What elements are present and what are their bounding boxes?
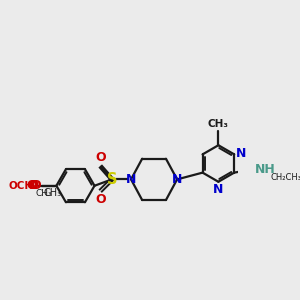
- Text: CH₃: CH₃: [208, 118, 229, 129]
- Text: S: S: [107, 172, 117, 187]
- Text: CH₃: CH₃: [36, 189, 52, 198]
- Text: NH: NH: [255, 163, 276, 176]
- Text: N: N: [236, 147, 246, 160]
- Text: O: O: [26, 179, 37, 192]
- Text: OCH₃: OCH₃: [8, 181, 38, 191]
- Text: N: N: [172, 173, 182, 186]
- Text: N: N: [126, 173, 136, 186]
- Text: CH₂CH₃: CH₂CH₃: [271, 173, 300, 182]
- Text: CH₃: CH₃: [44, 188, 62, 198]
- Text: O: O: [31, 179, 41, 192]
- Text: O: O: [95, 151, 106, 164]
- Text: N: N: [213, 183, 224, 196]
- Text: O: O: [28, 179, 38, 192]
- Text: O: O: [95, 193, 106, 206]
